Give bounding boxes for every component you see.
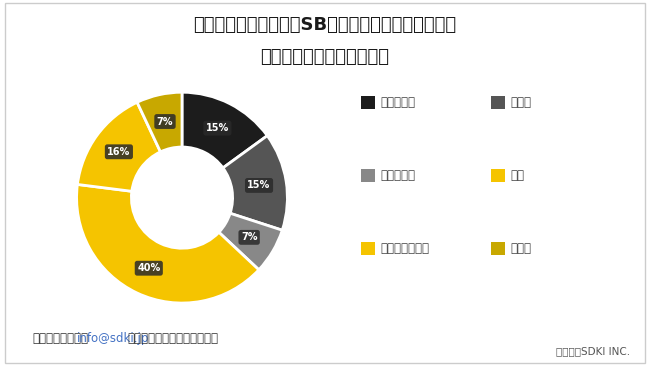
Wedge shape [219,213,282,270]
Wedge shape [223,136,287,230]
Text: にメールをお送りください。: にメールをお送りください。 [127,332,218,345]
Text: 建設: 建設 [510,169,525,182]
Text: ヘルスケア産業: ヘルスケア産業 [380,242,429,255]
Text: 7%: 7% [241,232,257,242]
Text: ソース：SDKI INC.: ソース：SDKI INC. [556,346,630,356]
Text: 15%: 15% [248,180,270,190]
Text: 15%: 15% [206,123,229,133]
Text: 電気・電子: 電気・電子 [380,169,415,182]
Text: 詳細については、: 詳細については、 [32,332,88,345]
Wedge shape [77,102,161,191]
Text: 高分子製造: 高分子製造 [380,96,415,109]
Text: その他: その他 [510,242,531,255]
Text: エンドユーザーによる分類: エンドユーザーによる分類 [261,48,389,66]
Wedge shape [182,92,267,168]
Text: ラバー: ラバー [510,96,531,109]
Text: スチレンブタジエン（SB）ブロックコポリマー市場: スチレンブタジエン（SB）ブロックコポリマー市場 [194,16,456,34]
Text: 7%: 7% [157,116,174,127]
Wedge shape [77,184,259,303]
Wedge shape [137,92,182,152]
Text: info@sdki.jp: info@sdki.jp [77,332,149,345]
Text: 40%: 40% [137,263,161,273]
Text: 16%: 16% [107,147,131,157]
